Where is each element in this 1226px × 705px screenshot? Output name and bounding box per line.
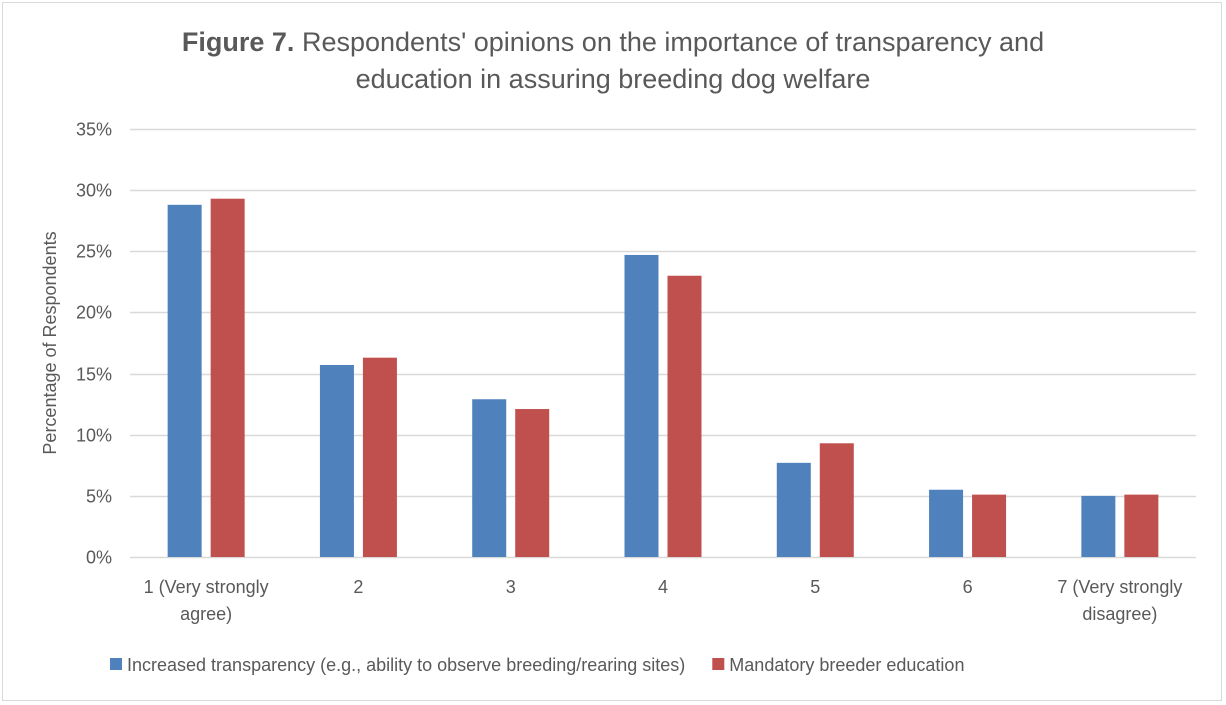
x-tick-label: disagree) [1082,604,1157,624]
bar-education [515,409,550,557]
legend-label: Increased transparency (e.g., ability to… [127,655,685,675]
x-tick-label: 3 [506,577,516,597]
y-tick-label: 30% [76,181,112,201]
bar-transparency [1081,495,1116,557]
bar-transparency [624,254,659,557]
legend-swatch [712,658,725,670]
y-axis-label: Percentage of Respondents [40,231,60,454]
y-tick-label: 0% [86,548,112,568]
y-tick-label: 15% [76,365,112,385]
bar-transparency [167,204,202,557]
bar-education [1124,494,1159,557]
bar-education [210,198,245,557]
chart-title: Figure 7. Respondents' opinions on the i… [0,24,1226,98]
legend-swatch [110,658,122,670]
bar-transparency [472,399,507,557]
bar-transparency [319,365,354,557]
bar-education [972,494,1007,557]
title-line1: Respondents' opinions on the importance … [301,27,1045,57]
y-tick-label: 20% [76,303,112,323]
x-tick-label: 4 [658,577,668,597]
legend-label: Mandatory breeder education [729,655,964,675]
y-tick-label: 25% [76,242,112,262]
bar-transparency [776,462,811,557]
bar-transparency [929,489,964,557]
bar-education [667,275,702,557]
y-tick-label: 35% [76,120,112,140]
bar-education [819,443,854,557]
title-line2: education in assuring breeding dog welfa… [355,64,871,94]
x-tick-label: 6 [963,577,973,597]
x-tick-label: 2 [353,577,363,597]
x-tick-label: agree) [180,604,232,624]
x-tick-label: 1 (Very strongly [144,577,269,597]
x-tick-label: 5 [810,577,820,597]
bar-education [362,357,397,557]
x-tick-label: 7 (Very strongly [1057,577,1182,597]
title-bold: Figure 7. [181,27,295,57]
y-tick-label: 5% [86,487,112,507]
y-tick-label: 10% [76,426,112,446]
